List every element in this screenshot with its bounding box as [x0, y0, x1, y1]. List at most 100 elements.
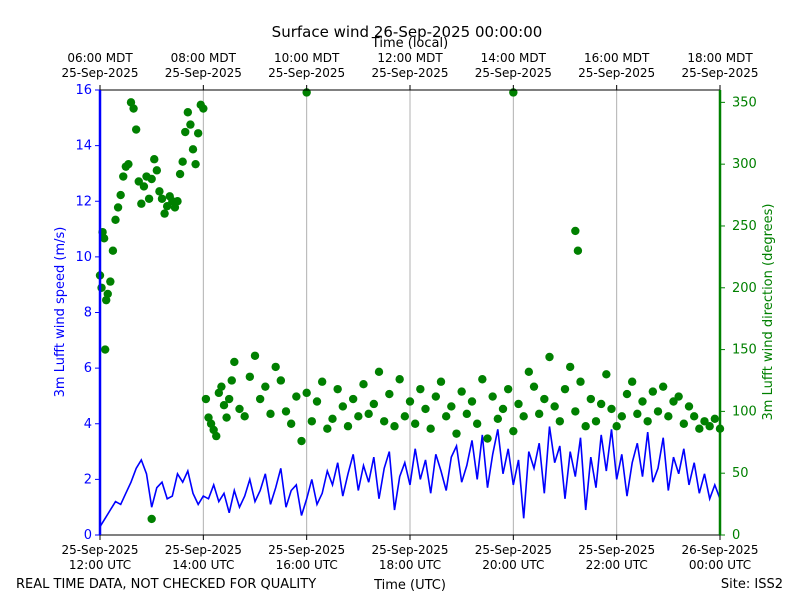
direction-point — [343, 422, 353, 431]
direction-point — [617, 412, 627, 421]
direction-point — [483, 434, 492, 443]
direction-point — [545, 352, 554, 362]
quality-footer: REAL TIME DATA, NOT CHECKED FOR QUALITY — [16, 577, 316, 592]
bottom-tick-time: 18:00 UTC — [379, 558, 441, 572]
direction-point — [648, 387, 658, 396]
direction-point — [240, 412, 249, 421]
bottom-tick-date: 26-Sep-2025 — [681, 543, 758, 557]
direction-point — [374, 367, 384, 377]
direction-point — [710, 414, 720, 424]
speed-line — [99, 426, 721, 528]
direction-point — [581, 422, 590, 431]
direction-point — [658, 382, 668, 391]
direction-point — [493, 414, 503, 424]
direction-series — [95, 88, 725, 524]
direction-point — [111, 215, 120, 224]
direction-point — [565, 362, 575, 372]
top-tick-time: 14:00 MDT — [481, 51, 547, 65]
left-tick-label: 2 — [84, 472, 92, 487]
direction-point — [674, 392, 683, 401]
right-tick-label: 250 — [732, 219, 757, 234]
direction-point — [705, 422, 714, 431]
direction-point — [348, 394, 358, 404]
direction-point — [160, 209, 169, 218]
direction-point — [503, 384, 513, 394]
speed-series — [99, 426, 721, 528]
direction-point — [421, 404, 430, 414]
left-tick-label: 10 — [75, 250, 92, 265]
direction-point — [302, 388, 311, 398]
top-tick-date: 25-Sep-2025 — [681, 66, 758, 80]
top-tick-date: 25-Sep-2025 — [268, 66, 345, 80]
top-tick-date: 25-Sep-2025 — [578, 66, 655, 80]
direction-point — [250, 351, 260, 360]
direction-point — [410, 419, 420, 428]
direction-point — [338, 402, 348, 411]
direction-point — [292, 392, 301, 401]
direction-point — [108, 246, 118, 255]
direction-point — [643, 417, 652, 426]
direction-point — [333, 384, 342, 394]
direction-point — [224, 394, 234, 404]
left-tick-label: 8 — [84, 306, 92, 321]
direction-point — [576, 377, 585, 386]
direction-point — [571, 407, 580, 416]
direction-point — [390, 422, 399, 431]
direction-point — [175, 169, 185, 179]
direction-point — [139, 182, 149, 191]
direction-point — [573, 246, 583, 255]
direction-point — [571, 226, 580, 236]
direction-point — [116, 190, 125, 200]
direction-point — [323, 424, 332, 433]
direction-point — [193, 129, 203, 138]
direction-point — [100, 345, 110, 354]
direction-point — [219, 401, 229, 410]
bottom-tick-date: 25-Sep-2025 — [165, 543, 242, 557]
direction-point — [462, 409, 472, 419]
top-axis-label: Time (local) — [371, 36, 448, 51]
direction-point — [312, 397, 322, 406]
x-gridlines — [202, 90, 618, 535]
direction-point — [131, 125, 141, 134]
left-tick-label: 16 — [75, 83, 92, 98]
direction-point — [144, 194, 154, 203]
direction-point — [119, 172, 128, 181]
direction-point — [405, 397, 415, 406]
direction-point — [622, 389, 632, 399]
direction-point — [245, 372, 255, 381]
direction-point — [217, 382, 226, 391]
left-tick-label: 4 — [84, 417, 92, 432]
direction-point — [276, 376, 286, 385]
direction-point — [612, 422, 621, 431]
direction-point — [416, 384, 425, 394]
direction-point — [607, 404, 616, 414]
direction-point — [467, 397, 477, 406]
direction-point — [147, 514, 156, 524]
top-tick-time: 18:00 MDT — [687, 51, 753, 65]
bottom-tick-date: 25-Sep-2025 — [371, 543, 448, 557]
direction-point — [509, 426, 518, 436]
bottom-tick-time: 14:00 UTC — [172, 558, 234, 572]
direction-point — [529, 382, 539, 391]
direction-point — [664, 412, 673, 421]
direction-point — [560, 384, 570, 394]
direction-point — [271, 362, 280, 372]
direction-point — [199, 104, 208, 113]
top-tick-date: 25-Sep-2025 — [165, 66, 242, 80]
direction-point — [261, 382, 270, 391]
direction-point — [186, 120, 195, 129]
top-tick-time: 08:00 MDT — [171, 51, 237, 65]
site-footer: Site: ISS2 — [721, 577, 783, 592]
right-tick-label: 100 — [732, 404, 757, 419]
chart-title: Surface wind 26-Sep-2025 00:00:00 — [272, 23, 543, 41]
direction-point — [212, 431, 221, 441]
right-tick-label: 50 — [732, 466, 749, 481]
direction-point — [317, 377, 327, 386]
top-tick-time: 10:00 MDT — [274, 51, 340, 65]
bottom-tick-date: 25-Sep-2025 — [61, 543, 138, 557]
bottom-tick-time: 12:00 UTC — [69, 558, 131, 572]
direction-point — [227, 376, 236, 385]
direction-point — [596, 399, 606, 409]
direction-point — [307, 417, 317, 426]
